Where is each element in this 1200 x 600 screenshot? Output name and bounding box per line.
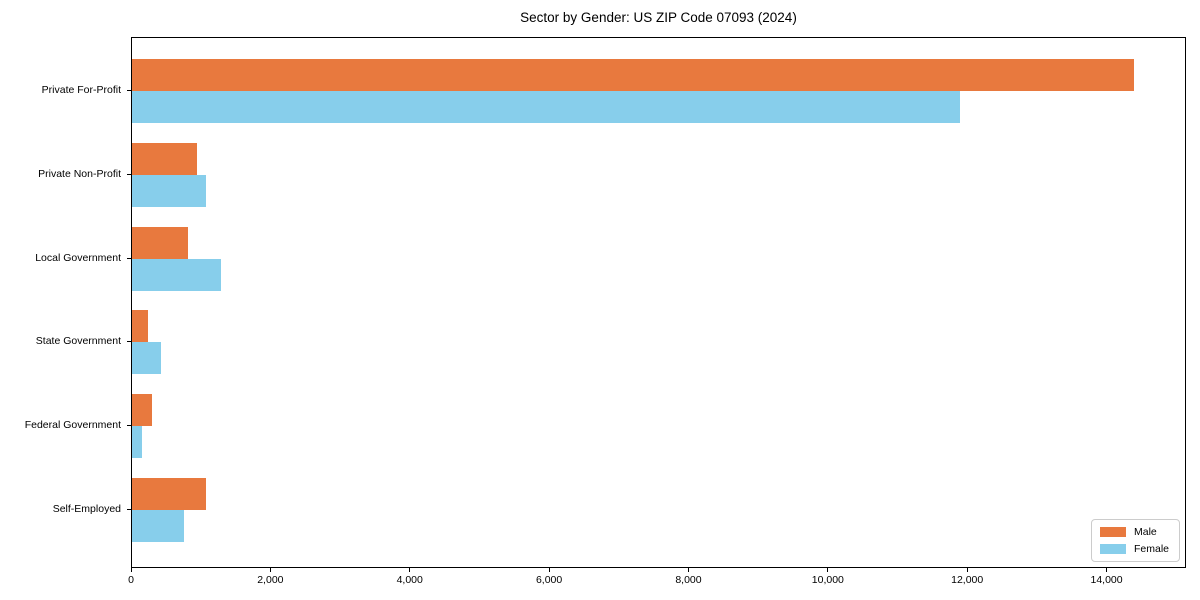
bar-male-5	[132, 393, 153, 426]
female-series-swatch	[1099, 544, 1126, 554]
bar-male-4	[132, 310, 148, 343]
y-axis-label: Self-Employed	[52, 502, 121, 515]
y-axis-label: Private Non-Profit	[38, 167, 121, 180]
x-axis-label: 10,000	[811, 574, 844, 586]
x-axis-tick	[966, 568, 968, 572]
bar-male-3	[132, 226, 189, 259]
x-axis-tick	[269, 568, 271, 572]
x-axis-tick	[827, 568, 829, 572]
bar-female-3	[132, 258, 222, 291]
y-axis-tick	[127, 424, 131, 426]
x-axis-label: 14,000	[1090, 574, 1123, 586]
y-axis-label: State Government	[35, 335, 121, 348]
y-axis-tick	[127, 90, 131, 92]
legend-item-female: Female	[1099, 543, 1169, 555]
x-axis-tick	[548, 568, 550, 572]
bar-female-5	[132, 425, 143, 458]
legend-item-male: Male	[1099, 526, 1169, 538]
bar-female-4	[132, 342, 161, 375]
bar-male-2	[132, 142, 197, 175]
x-axis-tick	[687, 568, 689, 572]
bar-female-6	[132, 509, 185, 542]
male-series-swatch	[1099, 527, 1126, 537]
x-axis-label: 2,000	[257, 574, 284, 586]
y-axis-label: Federal Government	[24, 418, 121, 431]
x-axis-tick	[1106, 568, 1108, 572]
x-axis-label: 4,000	[396, 574, 423, 586]
bar-female-2	[132, 174, 206, 207]
y-axis-tick	[127, 257, 131, 259]
y-axis-tick	[127, 508, 131, 510]
y-axis-label: Private For-Profit	[41, 84, 121, 97]
y-axis-tick	[127, 173, 131, 175]
plot-area: Male Female	[131, 37, 1186, 568]
y-axis-label: Local Government	[35, 251, 121, 264]
legend-label-male: Male	[1133, 526, 1157, 538]
x-axis-tick	[409, 568, 411, 572]
bar-female-1	[132, 91, 960, 124]
y-axis-tick	[127, 341, 131, 343]
x-axis-label: 12,000	[951, 574, 984, 586]
x-axis-label: 0	[128, 574, 134, 586]
x-axis-label: 8,000	[675, 574, 702, 586]
chart-title: Sector by Gender: US ZIP Code 07093 (202…	[520, 10, 797, 25]
legend-label-female: Female	[1133, 543, 1169, 555]
x-axis-label: 6,000	[535, 574, 563, 586]
legend: Male Female	[1090, 519, 1180, 562]
bar-male-6	[132, 477, 206, 510]
bar-male-1	[132, 59, 1134, 92]
x-axis-tick	[130, 568, 132, 572]
